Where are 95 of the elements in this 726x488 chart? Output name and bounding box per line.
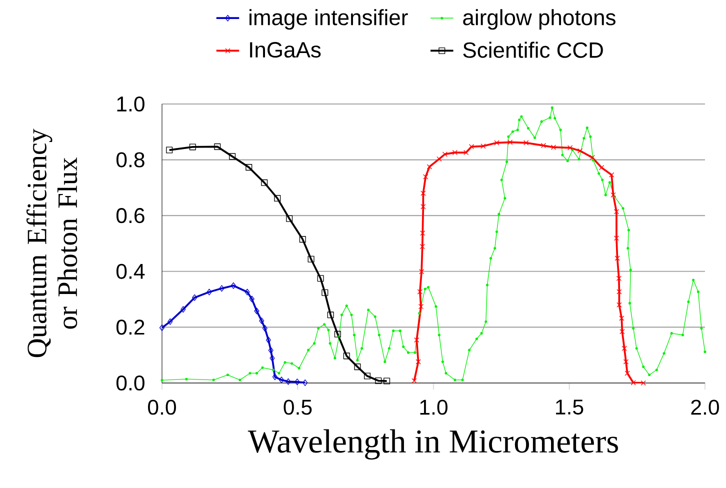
point bbox=[614, 209, 620, 214]
point bbox=[375, 377, 382, 384]
point bbox=[619, 316, 624, 321]
y-axis-title: Quantum Efficiency or Photon Flux bbox=[26, 128, 78, 358]
point bbox=[159, 324, 165, 332]
point bbox=[229, 153, 236, 160]
point bbox=[244, 288, 250, 296]
point bbox=[620, 329, 625, 334]
point bbox=[412, 378, 417, 384]
point bbox=[254, 308, 260, 314]
y-tick-label: 0.0 bbox=[116, 375, 144, 391]
point bbox=[420, 244, 425, 250]
point bbox=[468, 144, 474, 150]
point bbox=[262, 325, 268, 332]
point bbox=[299, 236, 306, 243]
point bbox=[278, 376, 284, 384]
point bbox=[268, 347, 274, 354]
point bbox=[168, 318, 173, 325]
point bbox=[302, 379, 308, 386]
x-tick-label: 0.0 bbox=[148, 400, 176, 415]
point bbox=[261, 179, 268, 186]
point bbox=[214, 143, 221, 150]
point bbox=[259, 318, 264, 324]
point bbox=[423, 174, 428, 180]
point bbox=[523, 140, 529, 146]
y-tick-label: 0.8 bbox=[116, 152, 144, 168]
point bbox=[166, 146, 173, 154]
point bbox=[420, 204, 426, 210]
point bbox=[420, 190, 426, 196]
point bbox=[272, 374, 278, 380]
point bbox=[327, 312, 334, 318]
point bbox=[614, 236, 620, 241]
point bbox=[266, 336, 271, 344]
point bbox=[623, 359, 629, 364]
point bbox=[416, 359, 421, 364]
point bbox=[614, 256, 620, 261]
point bbox=[246, 164, 252, 171]
point bbox=[286, 215, 293, 222]
point bbox=[294, 378, 300, 386]
y-tick-label: 1.0 bbox=[117, 96, 144, 112]
point bbox=[442, 152, 448, 157]
point bbox=[274, 195, 281, 202]
point bbox=[286, 378, 291, 385]
point bbox=[219, 285, 224, 292]
y-tick-label: 0.2 bbox=[116, 320, 144, 335]
point bbox=[616, 302, 622, 308]
point bbox=[418, 269, 424, 274]
point bbox=[334, 330, 341, 338]
point bbox=[640, 380, 646, 386]
point bbox=[364, 372, 371, 380]
point bbox=[270, 354, 275, 362]
point bbox=[206, 288, 212, 296]
x-tick-label: 2.0 bbox=[691, 400, 719, 415]
y-tick-label: 0.4 bbox=[116, 264, 145, 279]
point bbox=[578, 148, 583, 154]
point bbox=[609, 172, 614, 178]
point bbox=[418, 304, 424, 310]
x-tick-label: 1.0 bbox=[420, 400, 448, 415]
point bbox=[414, 337, 420, 343]
point bbox=[452, 150, 458, 156]
point bbox=[417, 289, 423, 294]
x-tick-label: 1.5 bbox=[556, 400, 584, 415]
point bbox=[189, 144, 196, 150]
point bbox=[494, 140, 500, 146]
point bbox=[426, 164, 432, 170]
point bbox=[322, 289, 328, 296]
point bbox=[590, 154, 595, 160]
point bbox=[343, 352, 350, 360]
legend-label: InGaAs bbox=[250, 42, 321, 58]
point bbox=[317, 275, 324, 282]
point bbox=[616, 276, 622, 281]
point bbox=[630, 380, 636, 386]
x-tick-label: 0.5 bbox=[284, 400, 312, 415]
point bbox=[230, 282, 236, 289]
point bbox=[192, 294, 198, 301]
point bbox=[616, 289, 622, 294]
point bbox=[180, 306, 186, 313]
point bbox=[622, 346, 627, 351]
point bbox=[249, 296, 254, 302]
y-tick-label: 0.6 bbox=[116, 208, 144, 224]
point bbox=[308, 256, 314, 262]
point bbox=[420, 230, 426, 236]
point bbox=[480, 144, 486, 149]
x-axis-title: Wavelength in Micrometers bbox=[248, 429, 618, 460]
point bbox=[610, 192, 616, 198]
legend-label: Scientific CCD bbox=[463, 42, 603, 58]
point bbox=[540, 142, 546, 148]
point bbox=[567, 145, 573, 150]
legend-label: airglow photons bbox=[463, 9, 616, 30]
point bbox=[354, 364, 361, 370]
point bbox=[550, 144, 556, 150]
point bbox=[384, 378, 390, 384]
point bbox=[507, 140, 513, 145]
legend-label: image intensifier bbox=[250, 9, 408, 30]
point bbox=[624, 370, 630, 376]
